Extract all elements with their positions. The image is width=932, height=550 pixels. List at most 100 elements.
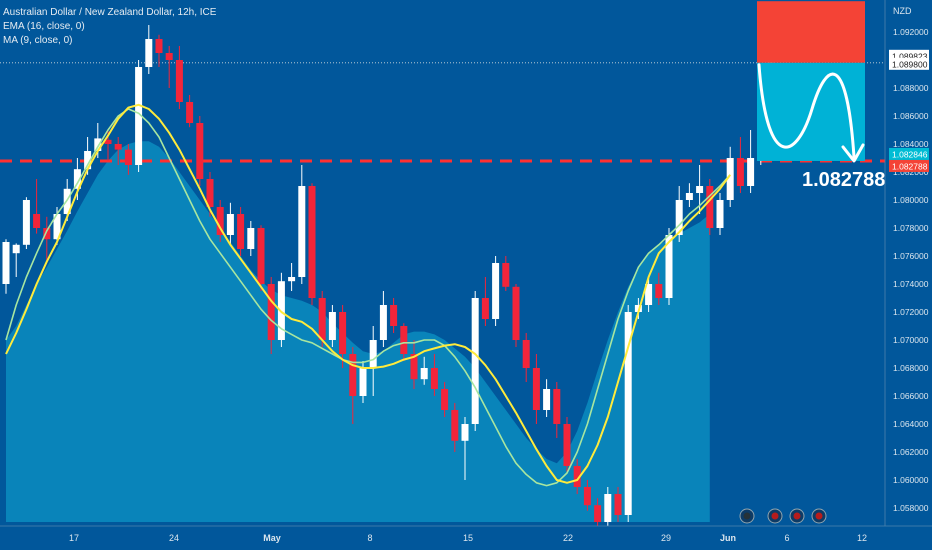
candle-up bbox=[22, 200, 30, 245]
candle-down bbox=[308, 186, 316, 298]
y-tick-label: 1.062000 bbox=[893, 447, 929, 457]
candle-down bbox=[522, 340, 530, 368]
target-price-label: 1.082788 bbox=[802, 169, 885, 191]
candle-up bbox=[53, 214, 61, 240]
event-icon-dot bbox=[815, 512, 823, 520]
price-chip bbox=[889, 57, 929, 70]
y-tick-label: 1.078000 bbox=[893, 223, 929, 233]
x-tick-label: Jun bbox=[720, 533, 736, 543]
y-tick-label: 1.074000 bbox=[893, 279, 929, 289]
candle-down bbox=[563, 424, 571, 466]
candle-up bbox=[298, 186, 306, 277]
x-tick-label: 15 bbox=[463, 533, 473, 543]
candle-up bbox=[604, 494, 612, 522]
candle-up bbox=[12, 244, 20, 254]
candle-up bbox=[135, 67, 143, 165]
x-tick-label: 6 bbox=[784, 533, 789, 543]
candle-up bbox=[84, 151, 92, 170]
candle-up bbox=[359, 368, 367, 396]
x-tick-label: May bbox=[263, 533, 281, 543]
candle-down bbox=[390, 305, 398, 326]
projection-curve bbox=[757, 63, 856, 159]
candle-up bbox=[226, 214, 234, 235]
candle-down bbox=[33, 214, 41, 228]
candle-down bbox=[216, 207, 224, 235]
legend-symbol-title: Australian Dollar / New Zealand Dollar, … bbox=[3, 7, 217, 18]
y-tick-label: 1.086000 bbox=[893, 111, 929, 121]
candle-down bbox=[114, 144, 122, 150]
y-tick-label: 1.088000 bbox=[893, 83, 929, 93]
event-icon-dot bbox=[771, 512, 779, 520]
candle-down bbox=[206, 179, 214, 207]
price-chip-label: 1.089800 bbox=[892, 59, 928, 69]
candle-down bbox=[267, 284, 275, 340]
stop-loss-box bbox=[757, 1, 865, 63]
candle-down bbox=[573, 466, 581, 487]
x-tick-label: 8 bbox=[367, 533, 372, 543]
candle-down bbox=[553, 389, 561, 424]
event-icon-dot bbox=[743, 512, 751, 520]
candle-down bbox=[237, 214, 245, 249]
chart-legend: Australian Dollar / New Zealand Dollar, … bbox=[3, 6, 216, 48]
candle-down bbox=[175, 60, 183, 102]
candle-up bbox=[2, 242, 10, 284]
candle-up bbox=[645, 284, 653, 305]
candle-down bbox=[400, 326, 408, 354]
legend-ma: MA (9, close, 0) bbox=[3, 35, 73, 46]
candle-down bbox=[257, 228, 265, 284]
candle-up bbox=[543, 389, 551, 410]
y-tick-label: 1.080000 bbox=[893, 195, 929, 205]
candle-down bbox=[410, 354, 418, 380]
event-icon-dot bbox=[793, 512, 801, 520]
y-tick-label: 1.070000 bbox=[893, 335, 929, 345]
legend-ema: EMA (16, close, 0) bbox=[3, 21, 85, 32]
ema-16-line bbox=[5, 103, 732, 484]
y-tick-label: 1.064000 bbox=[893, 419, 929, 429]
y-tick-label: 1.072000 bbox=[893, 307, 929, 317]
candle-up bbox=[247, 228, 255, 249]
candle-up bbox=[420, 368, 428, 380]
candle-up bbox=[379, 305, 387, 340]
candle-down bbox=[196, 123, 204, 179]
candle-down bbox=[481, 298, 489, 319]
currency-label: NZD bbox=[893, 6, 912, 16]
projection-arrow-icon bbox=[841, 143, 865, 163]
x-tick-label: 24 bbox=[169, 533, 179, 543]
candle-up bbox=[696, 186, 704, 193]
candle-up bbox=[685, 193, 693, 200]
candle-down bbox=[339, 312, 347, 354]
candle-up bbox=[726, 158, 734, 200]
candle-down bbox=[655, 284, 663, 298]
y-tick-label: 1.092000 bbox=[893, 27, 929, 37]
candle-down bbox=[594, 505, 602, 522]
candle-down bbox=[318, 298, 326, 340]
candle-up bbox=[747, 158, 755, 186]
candle-up bbox=[716, 200, 724, 228]
x-tick-label: 22 bbox=[563, 533, 573, 543]
time-axis-panel bbox=[0, 526, 932, 550]
price-chip-label: 1.089823 bbox=[892, 51, 928, 61]
candle-down bbox=[451, 410, 459, 441]
candle-down bbox=[502, 263, 510, 287]
candle-up bbox=[461, 424, 469, 441]
candle-down bbox=[430, 368, 438, 389]
x-tick-label: 17 bbox=[69, 533, 79, 543]
price-chip-label: 1.082788 bbox=[892, 161, 928, 171]
y-tick-label: 1.066000 bbox=[893, 391, 929, 401]
candle-down bbox=[736, 158, 744, 186]
candle-up bbox=[369, 340, 377, 368]
candle-up bbox=[63, 188, 71, 214]
y-tick-label: 1.068000 bbox=[893, 363, 929, 373]
candle-up bbox=[145, 39, 153, 67]
price-chip-label: 1.082846 bbox=[892, 149, 928, 159]
y-tick-label: 1.060000 bbox=[893, 475, 929, 485]
candle-up bbox=[624, 312, 632, 515]
candle-down bbox=[155, 39, 163, 53]
candle-down bbox=[512, 286, 520, 340]
y-tick-label: 1.082000 bbox=[893, 167, 929, 177]
x-tick-label: 29 bbox=[661, 533, 671, 543]
price-chip bbox=[889, 147, 929, 160]
candle-down bbox=[441, 389, 449, 410]
